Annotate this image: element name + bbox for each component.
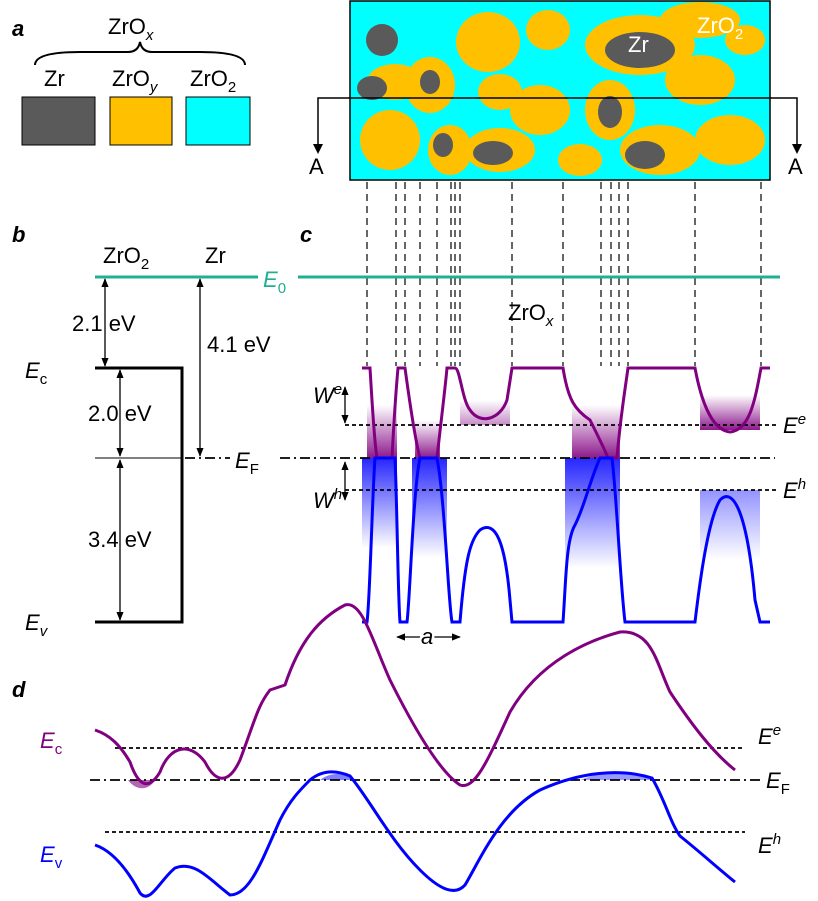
legend-swatch [110, 97, 172, 145]
section-end: A [309, 154, 324, 179]
spacing-label: a [421, 624, 433, 649]
level-label: Ec [40, 728, 63, 758]
panel-d: d Ec Ee EF Eh Ev [12, 605, 790, 897]
legend-label: ZrOy [112, 66, 159, 96]
legend-label: ZrO2 [190, 66, 236, 96]
energy-label: 2.0 eV [88, 401, 152, 426]
section-end: A [788, 154, 803, 179]
panel-label: d [12, 677, 26, 702]
group-label: ZrOx [108, 14, 154, 44]
panel-label: c [300, 222, 312, 247]
projection-lines [367, 182, 761, 366]
conduction-band [95, 605, 735, 786]
micrograph: Zr ZrO2 [350, 1, 770, 180]
legend-swatch [186, 97, 250, 145]
level-label: Ee [783, 411, 806, 438]
level-label: Eh [758, 831, 781, 858]
panel-label: a [12, 16, 24, 41]
level-label: Ev [40, 842, 63, 872]
energy-label: 2.1 eV [72, 311, 136, 336]
valence-band [95, 772, 735, 896]
level-label: Eh [783, 476, 806, 503]
energy-label: 3.4 eV [88, 527, 152, 552]
legend-swatch [22, 97, 95, 145]
figure: a ZrOx Zr ZrOy ZrO2 Zr ZrO2 A A [0, 0, 818, 901]
image-label: Zr [628, 32, 649, 57]
level-label: EF [235, 448, 259, 478]
shading [362, 395, 760, 568]
level-label: EF [766, 768, 790, 798]
legend-label: Zr [44, 66, 65, 91]
material-label: Zr [205, 243, 226, 268]
panel-label: b [12, 222, 25, 247]
level-label: Ee [758, 722, 781, 749]
level-label: Ev [25, 610, 49, 640]
energy-label: 4.1 eV [207, 332, 271, 357]
vacuum-label: E0 [263, 267, 286, 297]
depth-label: We [313, 381, 342, 408]
panel-c: c ZrOx We Wh Ee Eh a [280, 222, 806, 649]
level-label: Ec [25, 358, 48, 388]
region-label: ZrOx [508, 300, 554, 330]
depth-label: Wh [313, 486, 342, 513]
panel-a: a ZrOx Zr ZrOy ZrO2 Zr ZrO2 A A [12, 1, 803, 180]
material-label: ZrO2 [103, 243, 149, 273]
brace [35, 42, 245, 65]
